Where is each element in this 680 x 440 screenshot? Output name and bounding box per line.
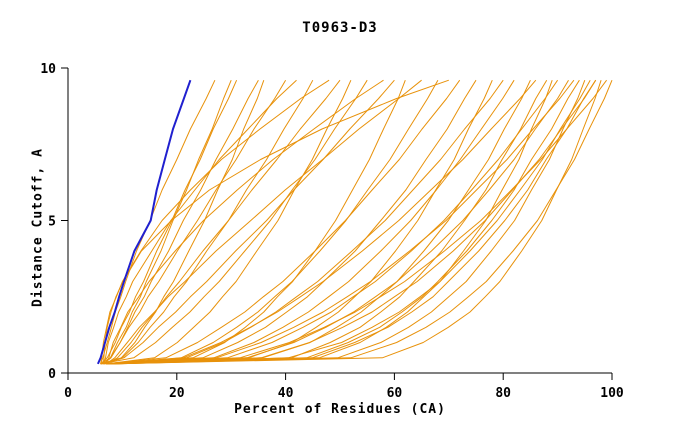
model-curve (106, 79, 352, 365)
model-curve (100, 80, 265, 365)
model-curve (108, 79, 608, 365)
model-curve (103, 79, 314, 365)
model-curve (100, 79, 238, 365)
model-curve (106, 79, 569, 365)
model-curve (111, 79, 537, 365)
x-tick-label: 100 (600, 386, 624, 401)
model-curve (100, 79, 368, 365)
x-tick-label: 60 (387, 386, 403, 401)
y-tick-label: 10 (40, 62, 56, 77)
model-curve (106, 79, 439, 365)
model-curve (106, 79, 515, 365)
model-curve (111, 80, 613, 365)
model-curve (105, 79, 341, 365)
model-curve (111, 79, 591, 365)
highlight-model-curve (96, 79, 192, 365)
y-tick-label: 0 (48, 367, 56, 382)
model-curve (106, 79, 493, 365)
x-tick-label: 0 (64, 386, 72, 401)
model-curve (100, 80, 406, 365)
y-axis-label: Distance Cutoff, A (30, 148, 46, 307)
model-curve (108, 79, 559, 365)
model-curve (102, 79, 297, 365)
chart-title: T0963-D3 (302, 20, 378, 36)
model-curve (111, 80, 586, 365)
model-curve (106, 79, 597, 365)
model-curve (108, 79, 504, 365)
model-curve (106, 79, 461, 365)
model-curve (103, 79, 259, 365)
model-curve (111, 80, 602, 365)
x-tick-label: 20 (169, 386, 185, 401)
model-curve (103, 79, 395, 365)
model-curve (105, 79, 384, 365)
x-tick-label: 80 (495, 386, 511, 401)
model-curve (100, 79, 216, 365)
model-curve (108, 79, 580, 365)
model-curve (103, 79, 477, 365)
y-tick-label: 5 (48, 215, 56, 230)
model-curve (100, 80, 232, 365)
model-curve (100, 79, 287, 365)
model-curve (114, 79, 597, 365)
model-curve (111, 79, 575, 365)
x-tick-label: 40 (278, 386, 294, 401)
x-axis-label: Percent of Residues (CA) (234, 402, 446, 417)
model-curve (105, 79, 422, 365)
